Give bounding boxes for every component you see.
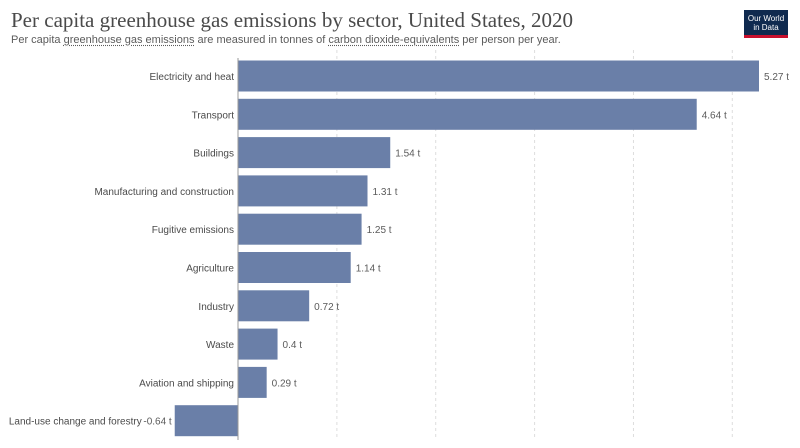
category-label: Aviation and shipping xyxy=(139,378,234,389)
subtitle-text: are measured in tonnes of xyxy=(194,34,329,46)
subtitle-text: per person per year. xyxy=(459,34,561,46)
category-label: Agriculture xyxy=(186,264,234,275)
value-label: 1.54 t xyxy=(395,149,420,160)
value-label: 4.64 t xyxy=(702,110,727,121)
bar[interactable] xyxy=(174,405,238,437)
category-label: Manufacturing and construction xyxy=(94,187,234,198)
value-label: 5.27 t xyxy=(764,72,789,83)
bar[interactable] xyxy=(238,98,697,130)
category-label: Industry xyxy=(198,302,234,313)
category-label: Transport xyxy=(192,110,235,121)
category-label: Electricity and heat xyxy=(150,72,235,83)
category-label: Land-use change and forestry xyxy=(9,417,142,428)
bar[interactable] xyxy=(238,137,391,169)
value-label: 1.25 t xyxy=(367,225,392,236)
bar[interactable] xyxy=(238,366,267,398)
value-label: 0.72 t xyxy=(314,302,339,313)
bar[interactable] xyxy=(238,175,368,207)
value-label: -0.64 t xyxy=(143,417,172,428)
logo-line-1: Our World xyxy=(747,14,785,23)
chart-title: Per capita greenhouse gas emissions by s… xyxy=(11,8,573,32)
subtitle-link-ghg[interactable]: greenhouse gas emissions xyxy=(63,34,195,46)
owid-logo[interactable]: Our World in Data xyxy=(744,10,788,38)
subtitle-text: Per capita xyxy=(11,34,64,46)
category-label: Fugitive emissions xyxy=(152,225,234,236)
bar[interactable] xyxy=(238,213,362,245)
logo-line-2: in Data xyxy=(753,23,779,32)
value-label: 1.14 t xyxy=(356,264,381,275)
category-label: Waste xyxy=(206,340,234,351)
subtitle-link-co2eq[interactable]: carbon dioxide-equivalents xyxy=(328,34,460,46)
bar[interactable] xyxy=(238,290,310,322)
value-label: 0.4 t xyxy=(283,340,303,351)
category-label: Buildings xyxy=(193,149,234,160)
chart-subtitle: Per capita greenhouse gas emissions are … xyxy=(11,34,561,46)
bar[interactable] xyxy=(238,60,759,92)
bar[interactable] xyxy=(238,252,351,283)
bar[interactable] xyxy=(238,328,278,360)
value-label: 1.31 t xyxy=(373,187,398,198)
value-label: 0.29 t xyxy=(272,378,297,389)
